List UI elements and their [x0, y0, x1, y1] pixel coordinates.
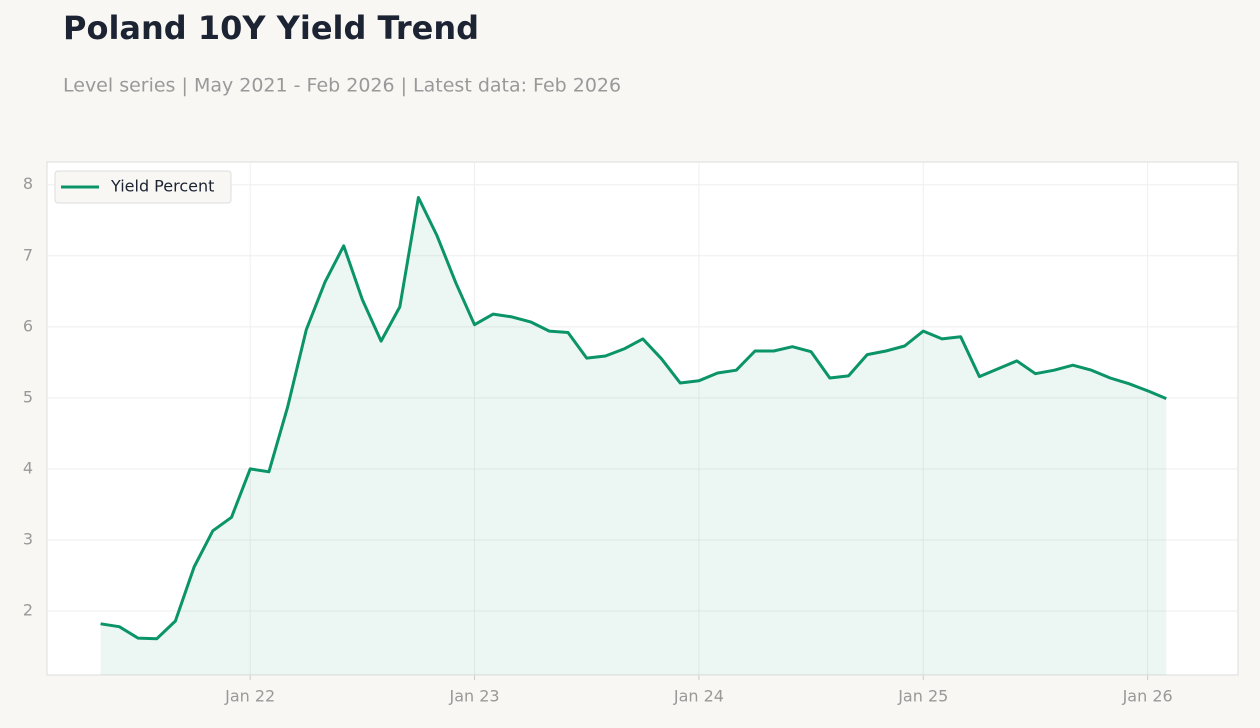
- plot-area: [46, 161, 1239, 676]
- x-tick-label: Jan 24: [673, 687, 724, 706]
- x-tick-label: Jan 23: [448, 687, 499, 706]
- y-tick-label: 7: [23, 245, 33, 264]
- area: [100, 197, 1167, 675]
- x-tick-label: Jan 22: [224, 687, 275, 706]
- legend-label: Yield Percent: [110, 177, 214, 196]
- chart-subtitle: Level series | May 2021 - Feb 2026 | Lat…: [63, 75, 621, 97]
- legend-box: [54, 170, 232, 204]
- chart-title: Poland 10Y Yield Trend: [63, 9, 479, 47]
- x-tick-label: Jan 26: [1122, 687, 1173, 706]
- y-tick-label: 2: [23, 601, 33, 620]
- y-tick-label: 5: [23, 387, 33, 406]
- y-tick-label: 3: [23, 530, 33, 549]
- y-tick-label: 6: [23, 316, 33, 335]
- y-tick-label: 8: [23, 174, 33, 193]
- y-tick-label: 4: [23, 458, 33, 477]
- line: [100, 196, 1167, 641]
- x-tick-label: Jan 25: [897, 687, 948, 706]
